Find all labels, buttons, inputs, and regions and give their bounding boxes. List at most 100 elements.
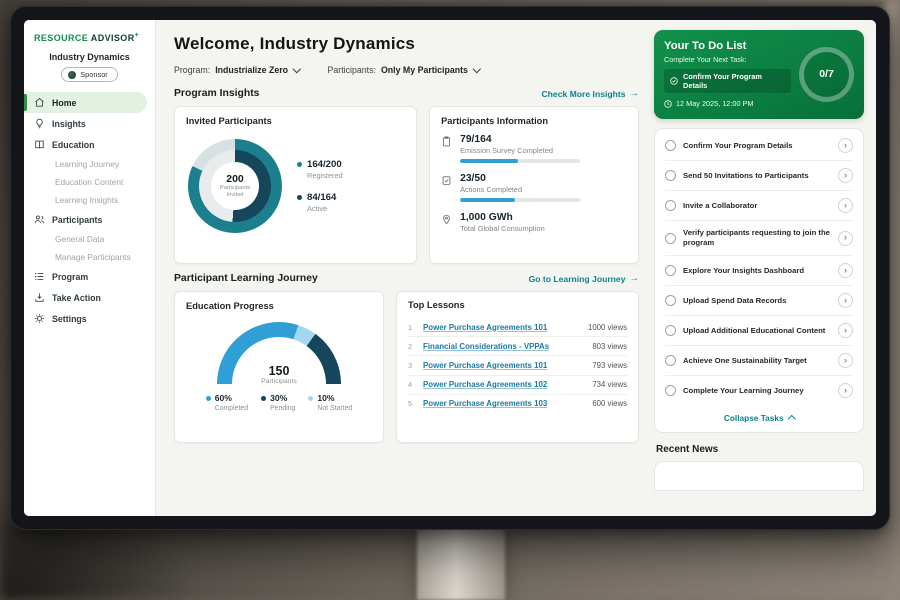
sidebar-item-general-data[interactable]: General Data xyxy=(55,234,105,244)
dashboard-screen: RESOURCE ADVISOR+ Industry Dynamics Spon… xyxy=(24,20,876,516)
lesson-link[interactable]: Power Purchase Agreements 101 xyxy=(423,322,548,332)
participants-dropdown[interactable]: Participants: Only My Participants xyxy=(328,65,481,75)
sidebar-item-label: Insights xyxy=(52,118,86,129)
task-row[interactable]: Complete Your Learning Journey xyxy=(665,376,853,405)
todo-progress-ring: 0/7 xyxy=(799,46,854,102)
sidebar-item-education-content[interactable]: Education Content xyxy=(55,177,124,187)
lesson-link[interactable]: Power Purchase Agreements 102 xyxy=(423,380,548,390)
task-row[interactable]: Achieve One Sustainability Target xyxy=(665,346,853,376)
legend-pct: 30% xyxy=(270,393,288,403)
program-dropdown[interactable]: Program: Industrialize Zero xyxy=(174,65,301,75)
stat-label: Emission Survey Completed xyxy=(460,146,553,155)
legend-dot-light-blue xyxy=(308,395,314,401)
task-checkbox[interactable] xyxy=(665,295,676,306)
list-icon xyxy=(34,271,45,282)
book-icon xyxy=(34,139,45,150)
lesson-views: 803 views xyxy=(592,341,627,351)
card-title: Invited Participants xyxy=(186,116,272,126)
task-checkbox[interactable] xyxy=(665,140,676,151)
chevron-right-icon[interactable] xyxy=(838,198,853,213)
sidebar-item-manage-participants[interactable]: Manage Participants xyxy=(55,252,131,262)
sidebar-item-participants[interactable]: Participants xyxy=(24,209,147,230)
monitor-bezel: RESOURCE ADVISOR+ Industry Dynamics Spon… xyxy=(10,6,890,530)
legend-item-active: 84/164 Active xyxy=(297,192,343,213)
task-row[interactable]: Upload Additional Educational Content xyxy=(665,316,853,346)
next-task-chip[interactable]: Confirm Your Program Details xyxy=(664,69,791,93)
collapse-label: Collapse Tasks xyxy=(723,413,784,423)
chevron-right-icon[interactable] xyxy=(838,138,853,153)
app-logo: RESOURCE ADVISOR+ xyxy=(24,30,155,49)
stat-global-consumption: 1,000 GWh Total Global Consumption xyxy=(441,212,627,237)
task-label: Achieve One Sustainability Target xyxy=(683,355,807,365)
legend-dot-navy xyxy=(261,395,267,401)
chevron-right-icon[interactable] xyxy=(838,168,853,183)
card-title: Participants Information xyxy=(441,116,549,126)
task-label: Confirm Your Program Details xyxy=(683,140,793,150)
chevron-right-icon[interactable] xyxy=(838,230,853,246)
task-checkbox[interactable] xyxy=(665,200,676,211)
task-row[interactable]: Invite a Collaborator xyxy=(665,191,853,221)
sidebar-item-take-action[interactable]: Take Action xyxy=(24,287,147,308)
card-title: Education Progress xyxy=(186,301,274,311)
learning-cards-row: Education Progress 150 Participants xyxy=(174,291,639,443)
chevron-right-icon[interactable] xyxy=(838,323,853,338)
page-title: Welcome, Industry Dynamics xyxy=(174,34,416,53)
program-value: Industrialize Zero xyxy=(215,65,289,75)
task-checkbox[interactable] xyxy=(665,232,676,244)
chevron-right-icon[interactable] xyxy=(838,263,853,278)
top-lessons-card: Top Lessons 1 Power Purchase Agreements … xyxy=(396,291,639,443)
lesson-link[interactable]: Power Purchase Agreements 101 xyxy=(423,360,548,370)
check-circle-icon xyxy=(670,77,678,85)
lesson-views: 600 views xyxy=(592,399,627,409)
task-row[interactable]: Send 50 Invitations to Participants xyxy=(665,161,853,191)
chevron-right-icon[interactable] xyxy=(838,383,853,398)
task-row[interactable]: Explore Your Insights Dashboard xyxy=(665,256,853,286)
task-checkbox[interactable] xyxy=(665,385,676,396)
lesson-views: 793 views xyxy=(592,360,627,370)
sidebar-item-label: Settings xyxy=(52,313,87,324)
task-checkbox[interactable] xyxy=(665,265,676,276)
chevron-right-icon[interactable] xyxy=(838,353,853,368)
sidebar-item-program[interactable]: Program xyxy=(24,266,147,287)
sidebar-item-learning-insights[interactable]: Learning Insights xyxy=(55,195,119,205)
clipboard-icon xyxy=(441,134,452,163)
task-row[interactable]: Upload Spend Data Records xyxy=(665,286,853,316)
task-checkbox[interactable] xyxy=(665,325,676,336)
task-row[interactable]: Confirm Your Program Details xyxy=(665,131,853,161)
task-row[interactable]: Verify participants requesting to join t… xyxy=(665,221,853,256)
sidebar-item-settings[interactable]: Settings xyxy=(24,308,147,329)
sidebar-item-label: Program xyxy=(52,271,89,282)
lesson-row: 5 Power Purchase Agreements 103 600 view… xyxy=(408,395,627,413)
task-label: Verify participants requesting to join t… xyxy=(683,228,830,247)
todo-summary-card: Your To Do List Complete Your Next Task:… xyxy=(654,30,864,119)
legend-dot-navy xyxy=(297,195,302,200)
lesson-link[interactable]: Financial Considerations - VPPAs xyxy=(423,341,550,351)
donut-center-label: Participants Invited xyxy=(219,184,251,198)
collapse-tasks-button[interactable]: Collapse Tasks xyxy=(665,405,853,429)
monitor-stand xyxy=(417,526,505,600)
sidebar-item-home[interactable]: Home xyxy=(24,92,147,113)
chevron-right-icon[interactable] xyxy=(838,293,853,308)
lesson-row: 3 Power Purchase Agreements 101 793 view… xyxy=(408,356,627,376)
legend-dot-blue xyxy=(205,395,211,401)
section-title: Program Insights xyxy=(174,88,260,99)
task-label: Explore Your Insights Dashboard xyxy=(683,265,805,275)
go-to-learning-journey-link[interactable]: Go to Learning Journey xyxy=(529,273,639,284)
sidebar-nav: Home Insights Education Learning Journey… xyxy=(24,92,155,329)
lesson-rank: 5 xyxy=(408,399,413,409)
task-checkbox[interactable] xyxy=(665,170,676,181)
task-checkbox[interactable] xyxy=(665,355,676,366)
gauge-center: 150 Participants xyxy=(217,364,341,384)
sidebar-item-education[interactable]: Education xyxy=(24,134,147,155)
legend-value: 84/164 xyxy=(307,192,337,203)
gauge-legend: 60% Completed 30% Pending 10% Not Starte… xyxy=(205,393,352,412)
donut-center: 200 Participants Invited xyxy=(211,162,259,210)
check-more-insights-link[interactable]: Check More Insights xyxy=(541,88,639,99)
participants-information-card: Participants Information 79/164 Emission… xyxy=(429,106,639,264)
sponsor-badge[interactable]: Sponsor xyxy=(61,67,118,82)
progress-fill xyxy=(460,159,518,163)
todo-subtitle: Complete Your Next Task: xyxy=(664,55,747,64)
sidebar-item-insights[interactable]: Insights xyxy=(24,113,147,134)
lesson-link[interactable]: Power Purchase Agreements 103 xyxy=(423,399,548,409)
sidebar-item-learning-journey[interactable]: Learning Journey xyxy=(55,159,120,169)
